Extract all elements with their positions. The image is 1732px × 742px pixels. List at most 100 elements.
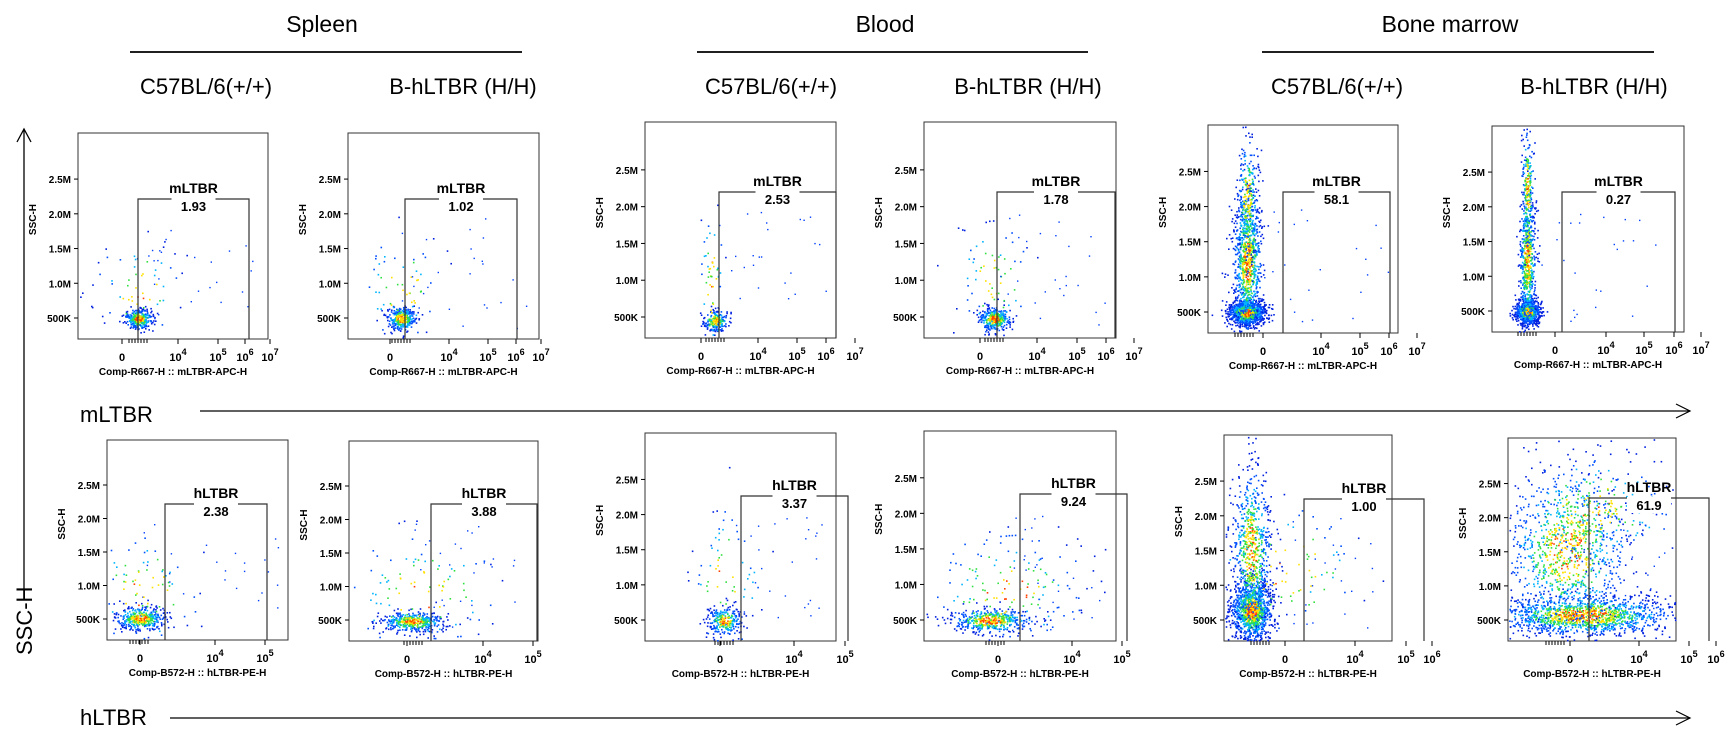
event-dot [1528, 301, 1530, 304]
event-dot [1237, 238, 1240, 241]
event-dot [752, 255, 754, 257]
event-dot [705, 255, 707, 257]
event-dot [146, 308, 148, 311]
event-dot [1245, 284, 1248, 286]
event-dot [1065, 275, 1067, 278]
event-dot [122, 297, 125, 300]
event-dot [1059, 288, 1061, 290]
event-dot [1244, 286, 1246, 288]
event-dot [1248, 238, 1251, 241]
event-dot [1250, 249, 1253, 251]
event-dot [138, 311, 140, 313]
event-dot [132, 311, 135, 314]
event-dot [1263, 307, 1265, 309]
event-dot [397, 309, 399, 311]
event-dot [399, 326, 401, 329]
event-dot [1237, 237, 1239, 239]
event-dot [151, 249, 154, 252]
event-dot [1521, 315, 1523, 318]
event-dot [1262, 264, 1265, 266]
event-dot [1005, 311, 1008, 313]
event-dot [1244, 155, 1247, 157]
event-dot [987, 326, 990, 329]
event-dot [1238, 286, 1241, 289]
event-dot [1242, 304, 1244, 306]
event-dot [1524, 308, 1526, 310]
tissue-header-blood: Blood [856, 11, 915, 37]
event-dot [1540, 302, 1542, 305]
event-dot [1521, 305, 1523, 307]
event-dot [1236, 214, 1239, 216]
event-dot [1244, 270, 1247, 273]
event-dot [1241, 219, 1244, 221]
x-tick-base: 10 [479, 352, 491, 364]
event-dot [1252, 322, 1254, 325]
event-dot [1235, 230, 1238, 232]
event-dot [1240, 272, 1243, 274]
event-dot [130, 318, 132, 321]
event-dot [1262, 317, 1265, 320]
event-dot [1546, 311, 1549, 313]
event-dot [1248, 310, 1251, 313]
event-dot [1255, 317, 1257, 320]
event-dot [1235, 310, 1237, 312]
event-dot [135, 287, 137, 289]
event-dot [1246, 235, 1248, 238]
event-dot [986, 314, 988, 316]
event-dot [711, 312, 713, 314]
event-dot [982, 314, 984, 316]
event-dot [814, 242, 816, 245]
event-dot [1234, 319, 1237, 322]
event-dot [1258, 231, 1261, 233]
event-dot [392, 325, 394, 328]
event-dot [399, 325, 402, 327]
event-dot [1246, 225, 1248, 228]
event-dot [138, 310, 141, 312]
event-dot [1247, 309, 1249, 311]
event-dot [1251, 172, 1253, 174]
event-dot [1242, 325, 1244, 328]
event-dot [106, 256, 109, 259]
event-dot [105, 248, 107, 250]
event-dot [1234, 261, 1237, 263]
event-dot [1238, 306, 1241, 308]
event-dot [1380, 247, 1382, 249]
event-dot [1237, 296, 1239, 298]
event-dot [975, 270, 978, 272]
event-dot [1258, 310, 1261, 313]
event-dot [1246, 307, 1248, 310]
event-dot [982, 317, 985, 319]
event-dot [159, 300, 161, 302]
event-dot [1246, 306, 1249, 309]
event-dot [1257, 307, 1259, 309]
row-label-hltbr: hLTBR [80, 705, 147, 730]
x-tick-base: 10 [1597, 345, 1609, 357]
event-dot [990, 293, 993, 296]
event-dot [743, 266, 745, 269]
event-dot [712, 308, 714, 311]
event-dot [1256, 317, 1258, 319]
event-dot [705, 325, 708, 328]
event-dot [1245, 281, 1248, 283]
event-dot [380, 276, 382, 279]
event-dot [714, 321, 717, 324]
event-dot [136, 323, 138, 326]
event-dot [134, 314, 136, 317]
event-dot [1244, 323, 1246, 326]
event-dot [1244, 251, 1247, 253]
event-dot [725, 256, 727, 259]
event-dot [1256, 228, 1259, 231]
event-dot [1254, 314, 1257, 317]
event-dot [410, 315, 413, 317]
x-tick-label: 104 [1312, 341, 1329, 358]
y-tick-label: 1.5M [616, 239, 638, 250]
event-dot [143, 321, 145, 324]
event-dot [409, 316, 411, 318]
event-dot [1537, 326, 1540, 328]
event-dot [1232, 301, 1234, 304]
event-dot [1242, 317, 1245, 320]
event-dot [482, 237, 485, 239]
event-dot [1529, 310, 1531, 312]
event-dot [1523, 276, 1525, 279]
event-dot [1005, 327, 1008, 329]
